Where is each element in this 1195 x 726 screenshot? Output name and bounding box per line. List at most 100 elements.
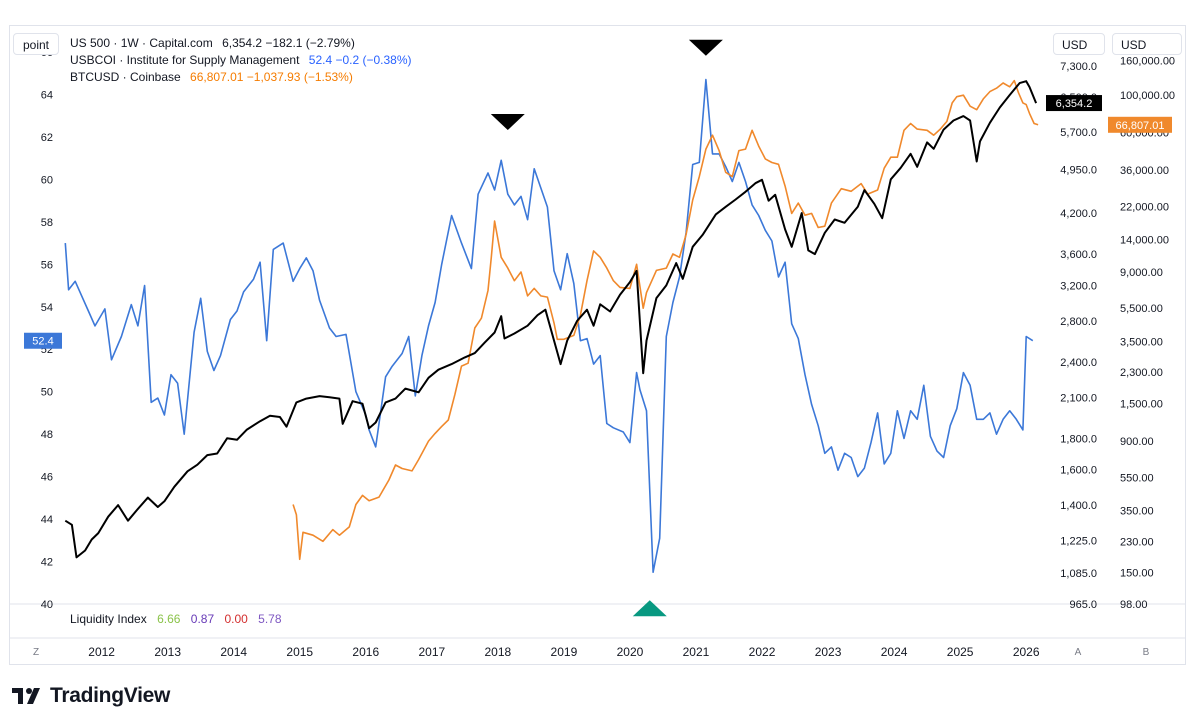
ism-axis-tick-label: 46 [41,472,53,484]
time-axis-tick-label: 2024 [881,645,908,659]
btc-axis-tick-label: 900.00 [1120,436,1154,448]
btc-series-line[interactable] [292,79,1039,561]
time-axis-tick-label: 2021 [683,645,710,659]
btc-axis-tick-label: 230.00 [1120,536,1154,548]
btc-axis-tick-label: 350.00 [1120,506,1154,518]
arrow-down-marker [490,114,525,131]
ism-axis-tick-label: 62 [41,132,53,144]
time-axis-tick-label: 2025 [947,645,974,659]
time-axis-tick-label: 2022 [749,645,776,659]
legend-row-spx[interactable]: US 500 · 1W · Capital.com 6,354.2 −182.1… [70,35,412,52]
ism-last-value-label: 52.4 [32,336,53,348]
ism-axis-tick-label: 58 [41,217,53,229]
brand[interactable]: TradingView [12,684,170,708]
spx-axis-tick-label: 1,225.0 [1060,536,1097,548]
btc-axis-tick-label: 150.00 [1120,568,1154,580]
liquidity-value-1: 6.66 [157,612,181,626]
spx-axis-tick-label: 1,400.0 [1060,500,1097,512]
ism-axis-tick-label: 42 [41,557,53,569]
time-axis-tick-label: 2023 [815,645,842,659]
btc-last-value-badge [1108,116,1172,133]
legend-row-btc[interactable]: BTCUSD · Coinbase 66,807.01 −1,037.93 (−… [70,69,412,86]
spx-axis-tick-label: 3,600.0 [1060,249,1097,261]
ism-axis-tick-label: 50 [41,387,53,399]
spx-axis-tick-label: 1,085.0 [1060,568,1097,580]
time-axis-tick-label: 2013 [154,645,181,659]
spx-axis-tick-label: 7,300.0 [1060,61,1097,73]
time-axis-tick-label: 2015 [286,645,313,659]
marker-layer [490,39,723,617]
btc-axis-tick-label: 14,000.00 [1120,235,1169,247]
scale-mode-button[interactable]: point [13,33,59,55]
ism-axis-tick-label: 64 [41,89,53,101]
liquidity-value-2: 0.87 [190,612,215,626]
liquidity-value-3: 0.00 [224,612,248,626]
liquidity-index-legend[interactable]: Liquidity Index 6.66 0.87 0.00 5.78 [70,612,289,626]
auto-scale-button-b[interactable]: B [1142,647,1150,658]
btc-axis-tick-label: 550.00 [1120,472,1154,484]
spx-axis-tick-label: 4,200.0 [1060,208,1097,220]
btc-axis-tick-label: 9,000.00 [1120,267,1163,279]
legend-row-ism[interactable]: USBCOI · Institute for Supply Management… [70,52,412,69]
btc-axis-tick-label: 100,000.00 [1120,90,1175,102]
btc-axis-tick-label: 160,000.00 [1120,56,1175,68]
spx-series-line[interactable] [64,80,1038,559]
liquidity-index-label: Liquidity Index [70,612,147,626]
legend-value-btc: 66,807.01 −1,037.93 (−1.53%) [190,70,353,84]
brand-name: TradingView [50,684,171,707]
tradingview-logo-icon [12,685,44,707]
btc-axis-tick-label: 98.00 [1120,599,1148,611]
btc-axis-tick-label: 36,000.00 [1120,165,1169,177]
time-axis-tick-label: 2020 [617,645,644,659]
auto-scale-button-a[interactable]: A [1074,647,1082,658]
arrow-down-marker [688,39,723,56]
time-axis-tick-label: 2012 [88,645,115,659]
time-axis-tick-label: 2016 [352,645,379,659]
spx-axis-tick-label: 2,400.0 [1060,357,1097,369]
btc-axis-tick-label: 5,500.00 [1120,303,1163,315]
ism-axis-tick-label: 48 [41,429,53,441]
btc-axis-tick-label: 2,300.00 [1120,367,1163,379]
ism-axis-tick-label: 54 [41,302,53,314]
series-layer [64,78,1039,573]
plot-area [10,603,1185,639]
currency-button-spx[interactable]: USD [1053,33,1105,55]
spx-axis-tick-label: 965.0 [1069,599,1097,611]
zoom-button[interactable]: Z [32,647,40,658]
currency-button-btc[interactable]: USD [1112,33,1182,55]
spx-axis-tick-label: 2,800.0 [1060,316,1097,328]
time-axis-tick-label: 2018 [485,645,512,659]
spx-last-value-badge [1046,95,1102,112]
ism-axis-tick-label: 40 [41,599,53,611]
ism-axis-tick-label: 56 [41,259,53,271]
axis-layer: 66646260585654525048464442407,300.06,500… [24,47,1175,659]
legend-value-ism: 52.4 −0.2 (−0.38%) [308,53,412,67]
ism-last-value-badge [24,332,62,349]
time-axis-tick-label: 2014 [220,645,247,659]
spx-axis-tick-label: 2,100.0 [1060,392,1097,404]
spx-last-value-label: 6,354.2 [1056,98,1093,110]
time-axis-tick-label: 2017 [418,645,445,659]
spx-axis-tick-label: 1,800.0 [1060,433,1097,445]
spx-axis-tick-label: 4,950.0 [1060,164,1097,176]
spx-axis-tick-label: 1,600.0 [1060,465,1097,477]
legend-label-ism: USBCOI · Institute for Supply Management [70,53,300,67]
chart-frame [9,25,1186,665]
legend: US 500 · 1W · Capital.com 6,354.2 −182.1… [70,35,412,86]
btc-axis-tick-label: 22,000.00 [1120,201,1169,213]
arrow-up-marker [632,600,667,617]
legend-label-spx: US 500 · 1W · Capital.com [70,36,213,50]
btc-last-value-label: 66,807.01 [1116,120,1165,132]
legend-label-btc: BTCUSD · Coinbase [70,70,181,84]
legend-value-spx: 6,354.2 −182.1 (−2.79%) [222,36,355,50]
btc-axis-tick-label: 1,500.00 [1120,399,1163,411]
spx-axis-tick-label: 3,200.0 [1060,280,1097,292]
ism-axis-tick-label: 44 [41,514,53,526]
time-axis-tick-label: 2026 [1013,645,1040,659]
liquidity-value-4: 5.78 [258,612,282,626]
ism-series-line[interactable] [64,78,1034,573]
ism-axis-tick-label: 60 [41,174,53,186]
spx-axis-tick-label: 5,700.0 [1060,127,1097,139]
time-axis-tick-label: 2019 [551,645,578,659]
